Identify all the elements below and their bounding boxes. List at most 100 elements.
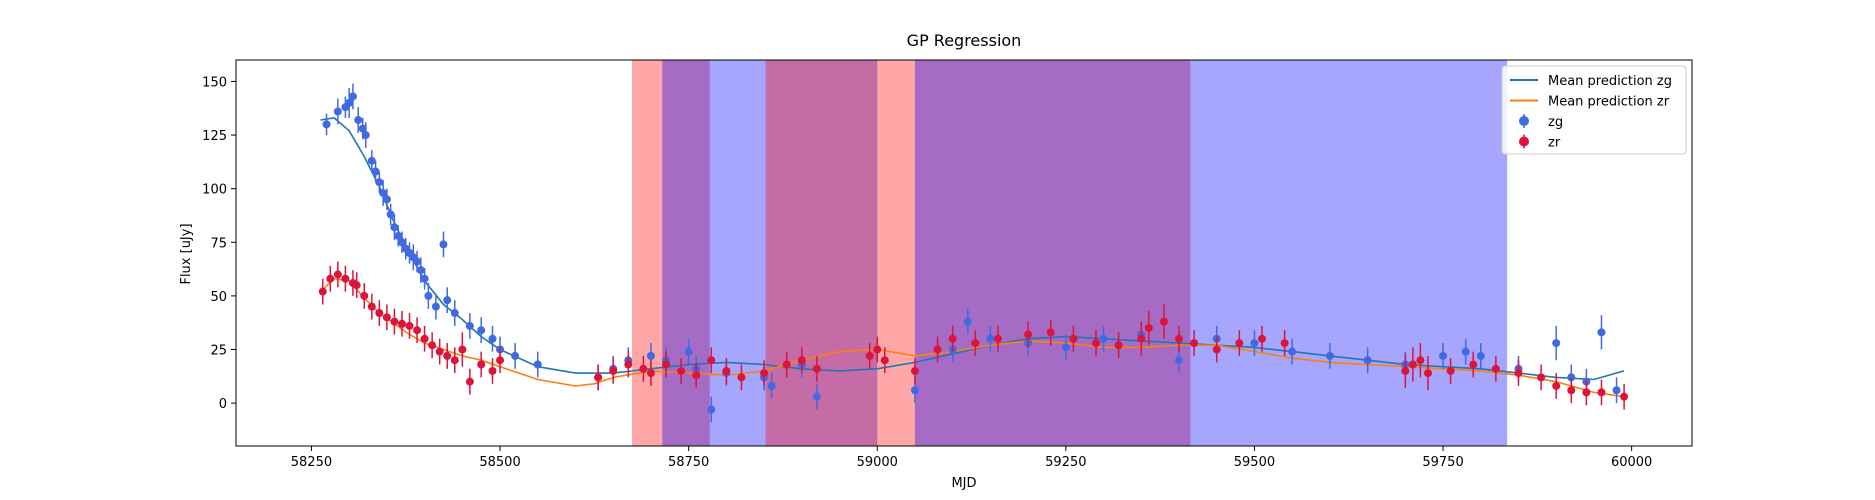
legend: Mean prediction zg Mean prediction zr zg zr (1502, 66, 1686, 154)
y-tick-label: 75 (210, 236, 227, 251)
legend-label: Mean prediction zr (1548, 95, 1670, 110)
data-point (334, 270, 342, 278)
data-point (1062, 343, 1070, 351)
y-tick-label: 100 (202, 183, 227, 198)
y-tick-label: 125 (202, 129, 227, 144)
data-point (1258, 335, 1266, 343)
data-point (692, 371, 700, 379)
data-point (1597, 328, 1605, 336)
data-point (911, 367, 919, 375)
data-point (986, 335, 994, 343)
data-point (1552, 339, 1560, 347)
data-point (609, 367, 617, 375)
data-point (406, 322, 414, 330)
data-point (1047, 328, 1055, 336)
data-point (813, 393, 821, 401)
x-axis-label: MJD (951, 476, 976, 491)
x-tick-label: 58750 (668, 455, 709, 470)
data-point (323, 120, 331, 128)
chart-title: GP Regression (907, 31, 1022, 50)
data-point (707, 406, 715, 414)
data-point (1409, 361, 1417, 369)
data-point (1477, 352, 1485, 360)
data-point (964, 318, 972, 326)
data-point (341, 275, 349, 283)
data-point (1424, 369, 1432, 377)
y-tick-label: 0 (219, 397, 227, 412)
data-point (1567, 386, 1575, 394)
data-point (319, 288, 327, 296)
data-point (383, 195, 391, 203)
x-tick-label: 58250 (291, 455, 332, 470)
data-point (760, 369, 768, 377)
data-point (413, 326, 421, 334)
data-point (677, 367, 685, 375)
data-point (451, 356, 459, 364)
data-point (1537, 373, 1545, 381)
data-point (1175, 335, 1183, 343)
data-point (1582, 388, 1590, 396)
y-tick-label: 50 (210, 290, 227, 305)
legend-marker-swatch (1519, 137, 1529, 147)
data-point (647, 369, 655, 377)
data-point (934, 346, 942, 354)
data-point (421, 335, 429, 343)
data-point (1364, 356, 1372, 364)
data-point (1145, 324, 1153, 332)
data-point (477, 361, 485, 369)
legend-label: Mean prediction zg (1548, 74, 1672, 89)
legend-label: zr (1548, 136, 1561, 151)
data-point (1024, 330, 1032, 338)
data-point (1416, 356, 1424, 364)
y-axis-label: Flux [uJy] (179, 223, 194, 284)
data-point (496, 356, 504, 364)
shaded-regions (632, 60, 1507, 446)
data-point (1620, 393, 1628, 401)
data-point (1092, 339, 1100, 347)
data-point (375, 178, 383, 186)
data-point (334, 107, 342, 115)
x-tick-label: 59000 (857, 455, 898, 470)
data-point (594, 373, 602, 381)
data-point (413, 258, 421, 266)
data-point (439, 240, 447, 248)
data-point (488, 335, 496, 343)
data-point (1190, 339, 1198, 347)
data-point (349, 92, 357, 100)
data-point (1613, 386, 1621, 394)
data-point (881, 356, 889, 364)
x-tick-label: 59750 (1422, 455, 1463, 470)
data-point (466, 322, 474, 330)
legend-marker-swatch (1519, 116, 1529, 126)
data-point (662, 361, 670, 369)
data-point (1462, 348, 1470, 356)
data-point (390, 223, 398, 231)
data-point (1492, 365, 1500, 373)
data-point (1514, 369, 1522, 377)
data-point (387, 210, 395, 218)
data-point (873, 346, 881, 354)
data-point (362, 131, 370, 139)
data-point (1597, 388, 1605, 396)
data-point (458, 346, 466, 354)
data-point (368, 157, 376, 165)
data-point (949, 335, 957, 343)
data-point (813, 365, 821, 373)
data-point (971, 339, 979, 347)
data-point (768, 382, 776, 390)
data-point (443, 296, 451, 304)
data-point (477, 326, 485, 334)
y-tick-label: 150 (202, 75, 227, 90)
data-point (451, 309, 459, 317)
data-point (534, 361, 542, 369)
data-point (639, 365, 647, 373)
data-point (372, 168, 380, 176)
data-point (443, 352, 451, 360)
data-point (1175, 356, 1183, 364)
data-point (866, 352, 874, 360)
data-point (624, 361, 632, 369)
data-point (994, 335, 1002, 343)
data-point (383, 313, 391, 321)
data-point (1326, 352, 1334, 360)
data-point (511, 352, 519, 360)
